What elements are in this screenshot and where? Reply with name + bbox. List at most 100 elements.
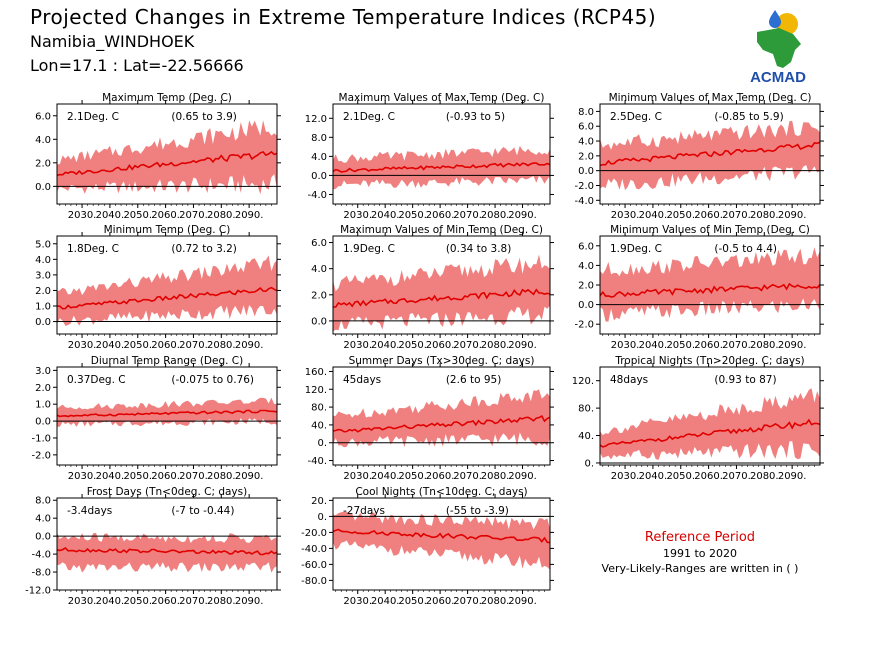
y-tick-label: -60.0: [301, 560, 327, 571]
x-tick-label: 2060.: [151, 596, 180, 607]
y-tick-label: 5.0: [35, 239, 51, 250]
x-tick-label: 2070.: [722, 471, 751, 482]
panel-range: (-7 to -0.44): [171, 505, 234, 517]
plot-frame: [332, 366, 551, 466]
x-tick-label: 2070.: [179, 210, 208, 221]
reference-period-box: Reference Period 1991 to 2020 Very-Likel…: [590, 530, 810, 575]
x-tick-label: 2060.: [426, 340, 455, 351]
uncertainty-band: [57, 397, 277, 427]
x-tick-label: 2060.: [151, 471, 180, 482]
panel-5: 0.0 2.0 4.0 6.0 2030.2040.2050.2060.2070.208…: [311, 224, 554, 351]
y-tick-label: 8.0: [311, 133, 327, 144]
y-tick-label: 2.0: [35, 158, 51, 169]
x-tick-label: 2050.: [666, 471, 695, 482]
y-tick-label: 80.: [311, 403, 327, 414]
x-tick-label: 2030.: [611, 340, 640, 351]
panel-9: 0. 40. 80. 120. 2030. 2040. 2050. 2060. 2070. 208…: [572, 355, 824, 482]
panel-range: (-55 to -3.9): [446, 505, 509, 517]
panel-7: -2.0 -1.0 0.0 1.0 2.0 3.0 2030. 2040. 2050. 2060.…: [31, 355, 281, 482]
x-tick-label: 2030.: [68, 596, 97, 607]
y-tick-label: 4.0: [311, 264, 327, 275]
median-line: [332, 415, 551, 433]
panel-stat: 0.37Deg. C: [67, 374, 126, 386]
x-tick-label: 2070.: [179, 340, 208, 351]
panel-range: (2.6 to 95): [446, 374, 501, 386]
y-tick-label: 40.: [311, 420, 327, 431]
x-tick-label: 2090.: [508, 340, 537, 351]
panel-title: Maximum Temp (Deg. C): [102, 92, 232, 104]
location-label: Namibia_WINDHOEK: [30, 32, 195, 51]
plot-frame: [56, 235, 278, 335]
x-tick-label: 2060.: [694, 340, 723, 351]
x-tick-label: 2040.: [639, 340, 668, 351]
x-tick-label: 2080.: [481, 471, 510, 482]
x-tick-label: 2040.: [371, 210, 400, 221]
panel-title: Minimum Values of Max Temp (Deg. C): [609, 92, 812, 104]
x-tick-label: 2030.: [343, 471, 372, 482]
x-tick-label: 2080.: [750, 210, 779, 221]
y-tick-label: 120.: [305, 385, 327, 396]
panel-stat: 1.9Deg. C: [343, 243, 395, 255]
panel-range: (-0.85 to 5.9): [714, 111, 783, 123]
y-tick-label: -8.0: [31, 568, 51, 579]
x-tick-label: 2040.: [96, 596, 125, 607]
uncertainty-band: [57, 255, 277, 326]
panel-title: Tropical Nights (Tn>20deg. C; days): [614, 355, 804, 367]
x-tick-label: 2060.: [151, 340, 180, 351]
panel-range: (0.93 to 87): [714, 374, 776, 386]
panel-title: Minimum Temp (Deg. C): [104, 224, 231, 236]
panel-2: -4.0 0.0 4.0 8.0 12.0 2030.2040.2050.2060.207…: [305, 92, 554, 221]
median-line: [599, 141, 821, 167]
uncertainty-band: [333, 254, 550, 332]
uncertainty-band: [333, 511, 550, 570]
panel-range: (-0.075 to 0.76): [171, 374, 254, 386]
y-tick-label: 2.0: [35, 286, 51, 297]
x-tick-label: 2040.: [639, 210, 668, 221]
median-line: [56, 409, 278, 418]
panel-title: Maximum Values of Max Temp (Deg. C): [339, 92, 545, 104]
y-tick-label: -40.0: [301, 544, 327, 555]
x-tick-label: 2060.: [694, 210, 723, 221]
x-tick-label: 2090.: [235, 210, 264, 221]
panel-stat: 2.1Deg. C: [343, 111, 395, 123]
x-tick-label: 2090.: [235, 596, 264, 607]
x-tick-label: 2070.: [453, 210, 482, 221]
x-tick-label: 2080.: [207, 471, 236, 482]
y-tick-label: -4.0: [574, 196, 594, 207]
y-tick-label: 0.0: [311, 316, 327, 327]
y-tick-label: 2.0: [578, 151, 594, 162]
panel-title: Minimum Values of Min Temp (Deg. C): [610, 224, 810, 236]
x-tick-label: 2030.: [68, 210, 97, 221]
reference-years: 1991 to 2020: [662, 547, 738, 560]
plot-frame: [56, 497, 278, 591]
median-line: [56, 546, 278, 556]
y-tick-label: 4.0: [311, 152, 327, 163]
x-tick-label: 2080.: [207, 210, 236, 221]
y-tick-label: 160.: [305, 367, 327, 378]
x-tick-label: 2070.: [453, 596, 482, 607]
x-tick-label: 2040.: [371, 340, 400, 351]
panel-stat: 48days: [610, 374, 648, 386]
y-tick-label: 4.0: [35, 255, 51, 266]
panel-range: (0.34 to 3.8): [446, 243, 512, 255]
x-tick-label: 2050.: [398, 340, 427, 351]
panel-stat: -3.4days: [67, 505, 112, 517]
y-tick-label: 0.: [584, 458, 594, 469]
x-tick-label: 2030.: [611, 471, 640, 482]
x-tick-label: 2040.: [371, 471, 400, 482]
y-tick-label: 0.0: [311, 171, 327, 182]
y-tick-label: 0.0: [35, 182, 51, 193]
x-tick-label: 2060.: [694, 471, 723, 482]
y-tick-label: 40.: [578, 431, 594, 442]
x-tick-label: 2040.: [96, 210, 125, 221]
median-line: [56, 286, 278, 310]
x-tick-label: 2080.: [481, 210, 510, 221]
x-tick-label: 2070.: [722, 340, 751, 351]
x-tick-label: 2090.: [778, 210, 807, 221]
y-tick-label: 4.0: [35, 135, 51, 146]
y-tick-label: 20.: [311, 496, 327, 507]
y-tick-label: 2.0: [578, 281, 594, 292]
panel-6: -2.0 0.0 2.0 4.0 6.0 2030. 2040. 2050. 2060. 2070…: [574, 224, 824, 351]
